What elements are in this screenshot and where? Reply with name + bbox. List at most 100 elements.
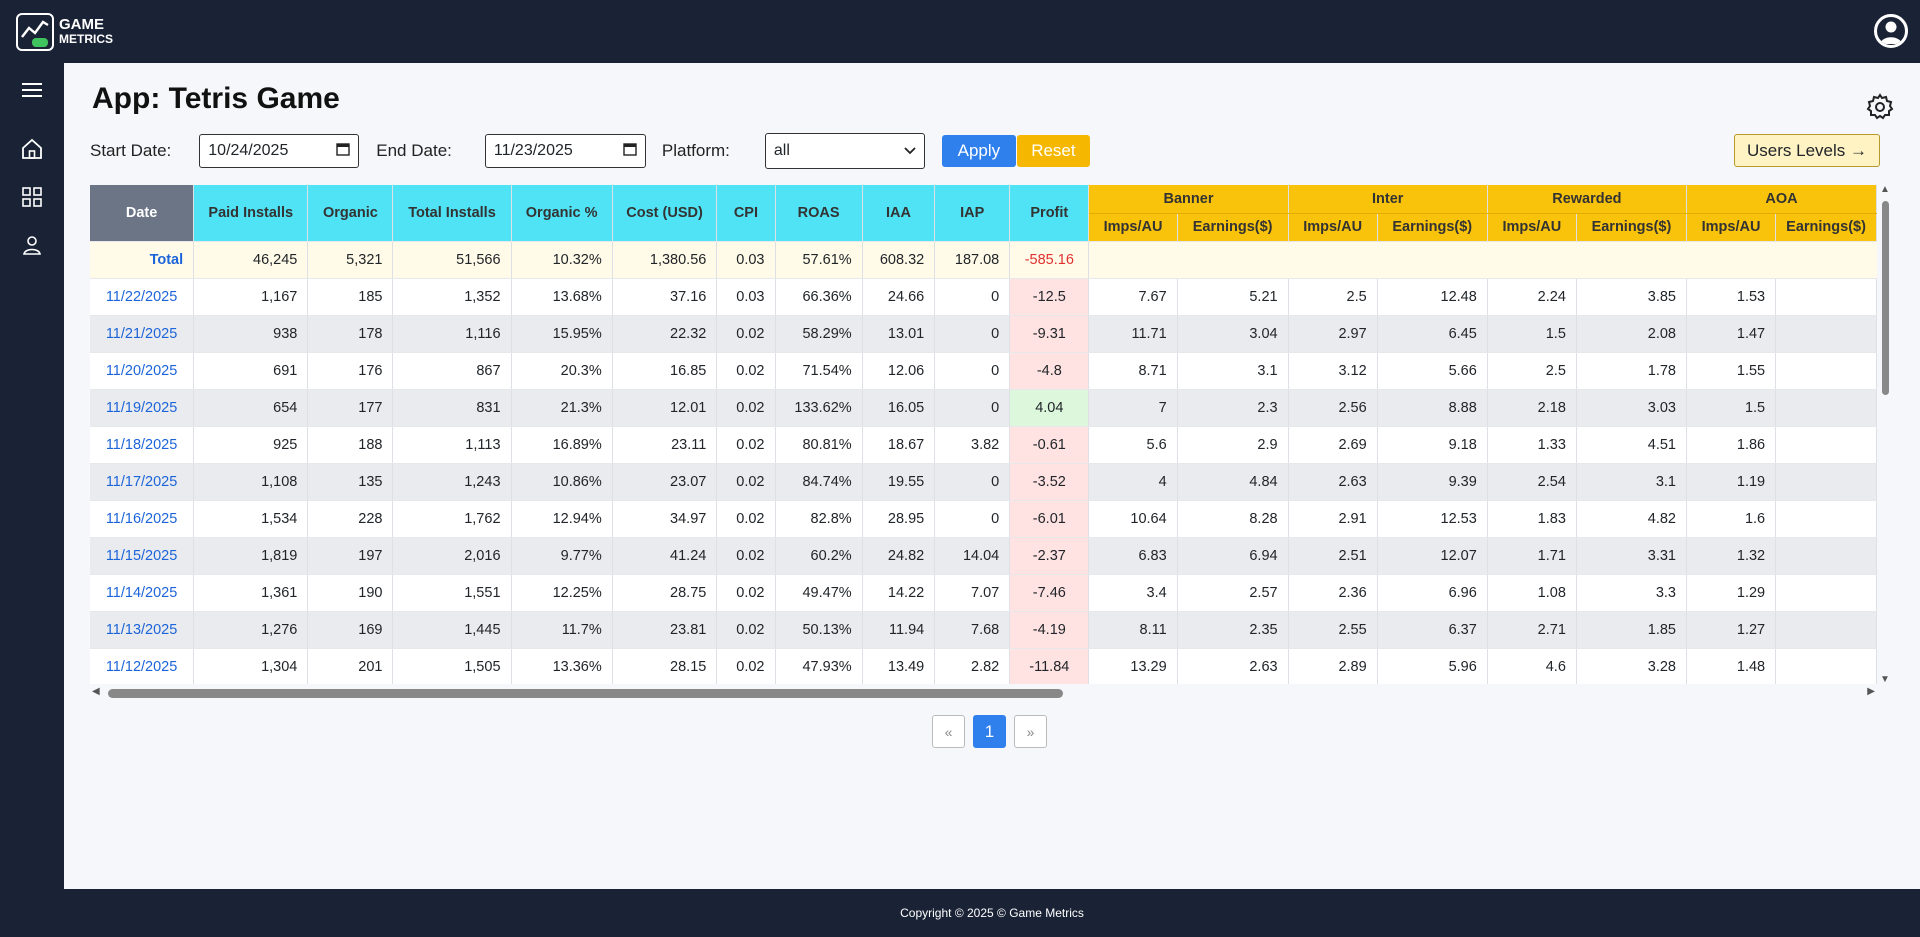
cell-inter-earn: 5.66 — [1377, 352, 1488, 390]
cell-roas: 133.62% — [775, 389, 863, 427]
cell-paid-installs: 1,304 — [193, 648, 309, 684]
horizontal-scrollbar[interactable]: ◀ ▶ — [90, 684, 1877, 700]
cell-banner-imps: 10.64 — [1088, 500, 1178, 538]
col-roas[interactable]: ROAS — [775, 185, 863, 242]
cell-iaa: 19.55 — [862, 463, 936, 501]
cell-rew-imps: 2.71 — [1487, 611, 1577, 649]
row-date-link[interactable]: 11/18/2025 — [90, 426, 195, 464]
dashboard-grid-icon[interactable] — [18, 183, 46, 211]
user-account-icon[interactable] — [1874, 14, 1908, 48]
metrics-table-container: Date Paid Installs Organic Total Install… — [90, 185, 1877, 684]
col-iap[interactable]: IAP — [934, 185, 1011, 242]
cell-paid-installs: 654 — [193, 389, 309, 427]
row-date-link[interactable]: 11/14/2025 — [90, 574, 195, 612]
col-iaa[interactable]: IAA — [862, 185, 936, 242]
scroll-down-icon[interactable]: ▼ — [1880, 674, 1890, 685]
cell-banner-earn: 2.9 — [1177, 426, 1289, 464]
cell-aoa-earn — [1775, 352, 1877, 390]
cell-banner-imps: 11.71 — [1088, 315, 1178, 353]
start-date-input[interactable]: 10/24/2025 — [199, 134, 360, 168]
cell-banner-earn: 8.28 — [1177, 500, 1289, 538]
total-paid: 46,245 — [193, 241, 309, 279]
cell-roas: 80.81% — [775, 426, 863, 464]
app-logo[interactable]: GAME METRICS — [16, 13, 113, 51]
calendar-icon[interactable] — [623, 142, 637, 161]
row-date-link[interactable]: 11/17/2025 — [90, 463, 195, 501]
users-levels-button[interactable]: Users Levels → — [1734, 134, 1880, 167]
vertical-scroll-thumb[interactable] — [1882, 201, 1889, 395]
platform-select[interactable]: all — [764, 133, 925, 169]
col-banner-imps[interactable]: Imps/AU — [1088, 213, 1178, 242]
cell-profit: -12.5 — [1009, 278, 1090, 316]
col-cost[interactable]: Cost (USD) — [612, 185, 718, 242]
calendar-icon[interactable] — [336, 142, 350, 161]
row-date-link[interactable]: 11/21/2025 — [90, 315, 195, 353]
col-total-installs[interactable]: Total Installs — [392, 185, 512, 242]
table-row: 11/17/2025 1,108 135 1,243 10.86% 23.07 0.02 84… — [90, 463, 1877, 501]
cell-cpi: 0.02 — [716, 315, 776, 353]
col-inter-earnings[interactable]: Earnings($) — [1377, 213, 1488, 242]
table-row: 11/14/2025 1,361 190 1,551 12.25% 28.75 0.02 49… — [90, 574, 1877, 612]
cell-banner-imps: 8.11 — [1088, 611, 1178, 649]
total-label: Total — [90, 241, 195, 279]
cell-profit: -4.19 — [1009, 611, 1090, 649]
col-profit[interactable]: Profit — [1009, 185, 1090, 242]
cell-total-installs: 1,116 — [392, 315, 512, 353]
scroll-up-icon[interactable]: ▲ — [1880, 184, 1890, 195]
row-date-link[interactable]: 11/12/2025 — [90, 648, 195, 684]
cell-aoa-imps: 1.29 — [1686, 574, 1777, 612]
page-1-button[interactable]: 1 — [973, 715, 1006, 748]
row-date-link[interactable]: 11/19/2025 — [90, 389, 195, 427]
row-date-link[interactable]: 11/20/2025 — [90, 352, 195, 390]
end-date-input[interactable]: 11/23/2025 — [484, 134, 646, 168]
cell-rew-earn: 3.28 — [1576, 648, 1688, 684]
cell-organic: 188 — [307, 426, 394, 464]
total-profit: -585.16 — [1009, 241, 1090, 279]
col-cpi[interactable]: CPI — [716, 185, 776, 242]
cell-aoa-earn — [1775, 389, 1877, 427]
home-icon[interactable] — [18, 135, 46, 163]
row-date-link[interactable]: 11/16/2025 — [90, 500, 195, 538]
cell-inter-earn: 6.45 — [1377, 315, 1488, 353]
cell-banner-earn: 2.57 — [1177, 574, 1289, 612]
scroll-left-icon[interactable]: ◀ — [92, 686, 100, 697]
total-installs: 51,566 — [392, 241, 512, 279]
horizontal-scroll-thumb[interactable] — [108, 689, 1063, 698]
cell-cost: 23.81 — [612, 611, 718, 649]
vertical-scrollbar[interactable]: ▲ ▼ — [1877, 184, 1893, 685]
col-banner-earnings[interactable]: Earnings($) — [1177, 213, 1289, 242]
row-date-link[interactable]: 11/22/2025 — [90, 278, 195, 316]
cell-rew-imps: 1.83 — [1487, 500, 1577, 538]
total-row: Total 46,245 5,321 51,566 10.32% 1,380.5… — [90, 241, 1877, 279]
cell-roas: 82.8% — [775, 500, 863, 538]
cell-aoa-earn — [1775, 611, 1877, 649]
col-rewarded-imps[interactable]: Imps/AU — [1487, 213, 1577, 242]
col-organic[interactable]: Organic — [307, 185, 394, 242]
col-aoa-imps[interactable]: Imps/AU — [1686, 213, 1777, 242]
col-aoa-earnings[interactable]: Earnings($) — [1775, 213, 1877, 242]
prev-page-button[interactable]: « — [932, 715, 965, 748]
cell-aoa-earn — [1775, 463, 1877, 501]
apply-button[interactable]: Apply — [941, 135, 1016, 167]
cell-rew-imps: 2.5 — [1487, 352, 1577, 390]
row-date-link[interactable]: 11/15/2025 — [90, 537, 195, 575]
next-page-button[interactable]: » — [1014, 715, 1047, 748]
cell-rew-imps: 4.6 — [1487, 648, 1577, 684]
cell-inter-earn: 9.18 — [1377, 426, 1488, 464]
col-inter-imps[interactable]: Imps/AU — [1288, 213, 1378, 242]
settings-gear-icon[interactable] — [1866, 93, 1894, 121]
col-organic-pct[interactable]: Organic % — [511, 185, 613, 242]
cell-aoa-earn — [1775, 315, 1877, 353]
col-paid-installs[interactable]: Paid Installs — [193, 185, 309, 242]
col-date[interactable]: Date — [90, 185, 195, 242]
cell-roas: 50.13% — [775, 611, 863, 649]
col-rewarded-earnings[interactable]: Earnings($) — [1576, 213, 1688, 242]
cell-cpi: 0.02 — [716, 352, 776, 390]
menu-icon[interactable] — [18, 76, 46, 104]
row-date-link[interactable]: 11/13/2025 — [90, 611, 195, 649]
cell-iap: 0 — [934, 389, 1011, 427]
scroll-right-icon[interactable]: ▶ — [1867, 686, 1875, 697]
user-icon[interactable] — [18, 231, 46, 259]
reset-button[interactable]: Reset — [1016, 135, 1090, 167]
cell-roas: 66.36% — [775, 278, 863, 316]
